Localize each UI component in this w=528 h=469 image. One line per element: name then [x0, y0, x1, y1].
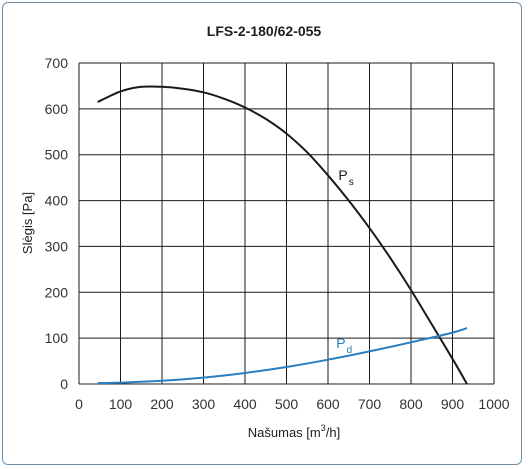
y-tick-label: 100	[45, 330, 69, 346]
x-tick-label: 900	[441, 396, 465, 412]
x-axis-label-main: Našumas [m	[248, 425, 321, 440]
grid	[78, 62, 495, 385]
y-tick-label: 400	[45, 193, 69, 209]
x-tick-label: 1000	[478, 396, 509, 412]
y-tick-label: 700	[45, 55, 69, 71]
x-axis-label: Našumas [m3/h]	[248, 423, 340, 440]
x-tick-label: 800	[399, 396, 423, 412]
x-tick-label: 300	[192, 396, 216, 412]
y-axis-label: Slėgis [Pa]	[20, 192, 35, 254]
x-tick-label: 0	[75, 396, 83, 412]
series-label-ps: Ps	[338, 167, 353, 188]
y-tick-label: 600	[45, 101, 69, 117]
x-tick-label: 200	[150, 396, 174, 412]
chart-title: LFS-2-180/62-055	[207, 23, 322, 39]
x-tick-label: 600	[316, 396, 340, 412]
x-tick-label: 500	[275, 396, 299, 412]
chart-frame	[2, 2, 522, 465]
x-axis-label-sup: 3	[321, 423, 326, 433]
y-tick-label: 500	[45, 147, 69, 163]
x-tick-label: 700	[358, 396, 382, 412]
series-label-pd: Pd	[336, 335, 352, 356]
series-line-ps	[97, 85, 468, 385]
y-tick-labels: 0 100 200 300 400 500 600 700	[45, 55, 69, 392]
x-axis-label-end: /h]	[326, 425, 340, 440]
y-tick-label: 200	[45, 284, 69, 300]
x-tick-labels: 0 100 200 300 400 500 600 700 800 900 1000	[75, 396, 510, 412]
x-tick-label: 400	[233, 396, 257, 412]
y-tick-label: 0	[60, 376, 68, 392]
series-line-pd	[97, 327, 468, 385]
x-tick-label: 100	[109, 396, 133, 412]
series-group: Ps Pd	[97, 85, 468, 385]
y-tick-label: 300	[45, 238, 69, 254]
